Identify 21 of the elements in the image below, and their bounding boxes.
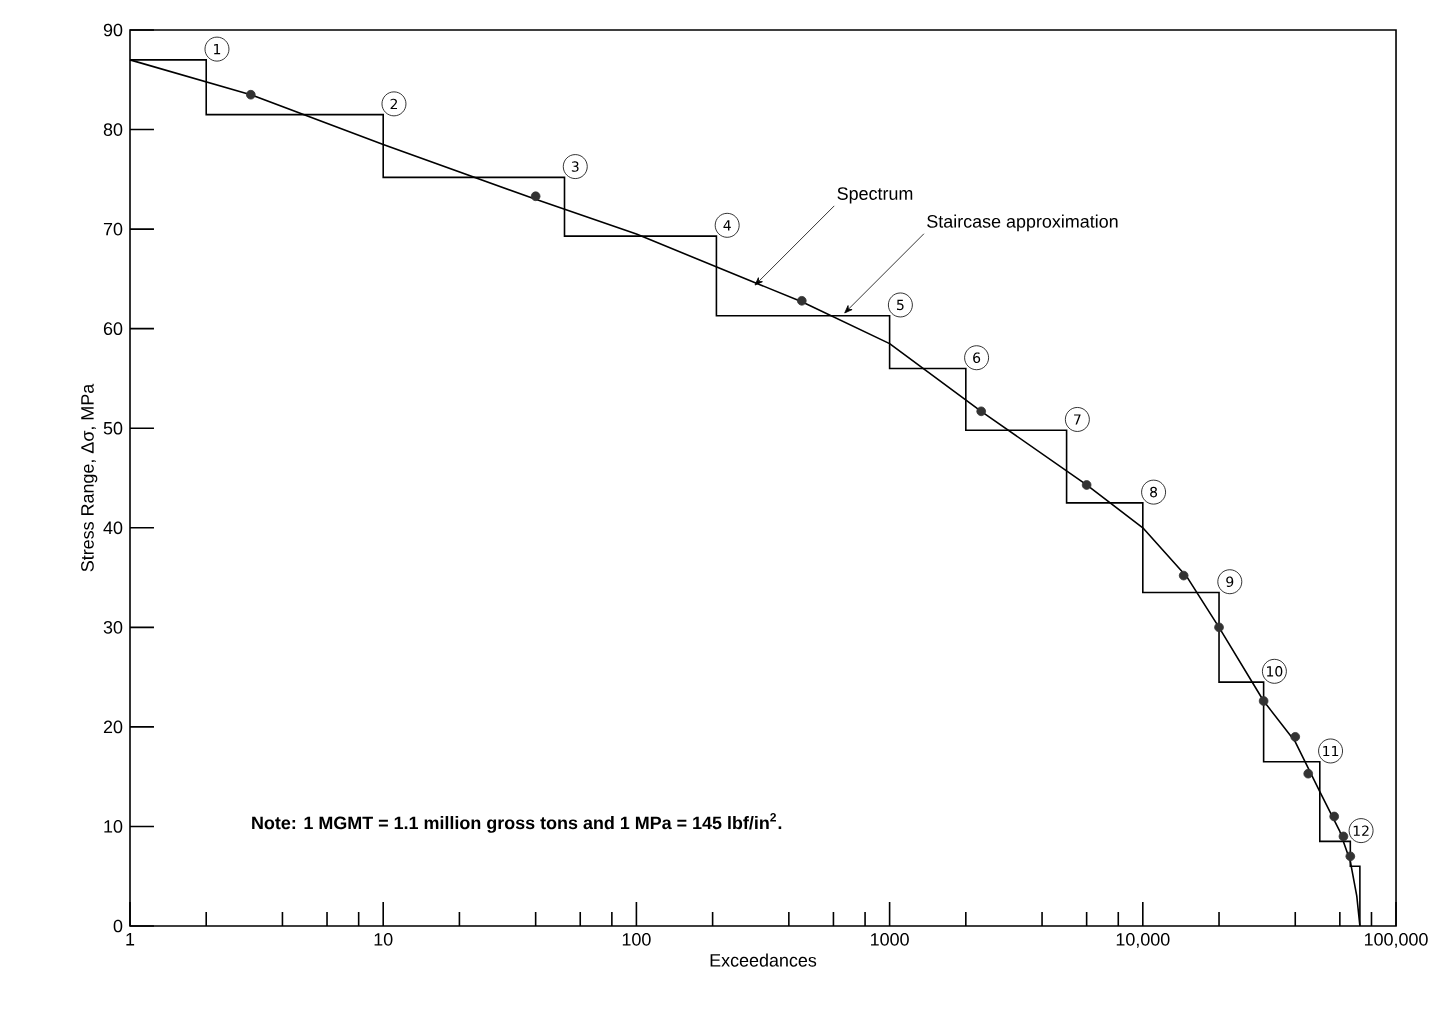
annotation: Spectrum <box>837 187 913 204</box>
x-tick-label: 10 <box>374 933 393 946</box>
y-tick-label: 0 <box>113 919 123 933</box>
x-tick-label: 100,000 <box>1364 933 1428 948</box>
x-axis-title: Exceedances <box>710 953 817 967</box>
y-axis-title: Stress Range, Δσ, MPa <box>81 383 98 572</box>
y-tick-label: 30 <box>103 620 123 634</box>
y-tick-label: 20 <box>103 720 123 734</box>
x-tick-label: 10,000 <box>1116 933 1170 948</box>
x-tick-label: 1000 <box>871 933 909 946</box>
x-tick-label: 1 <box>126 933 135 946</box>
x-tick-label: 100 <box>622 933 651 946</box>
annotation: Note: 1 MGMT = 1.1 million gross tons and 1 MPa = 145 lbf/in$^{2}$. <box>252 813 782 833</box>
y-tick-label: 60 <box>103 322 123 336</box>
annotation: Staircase approximation <box>927 214 1118 232</box>
y-tick-label: 70 <box>103 222 123 236</box>
y-tick-label: 10 <box>104 820 123 833</box>
y-tick-label: 90 <box>103 23 123 37</box>
y-tick-label: 40 <box>103 521 123 535</box>
y-tick-label: 80 <box>103 123 123 136</box>
y-tick-label: 50 <box>103 421 123 435</box>
